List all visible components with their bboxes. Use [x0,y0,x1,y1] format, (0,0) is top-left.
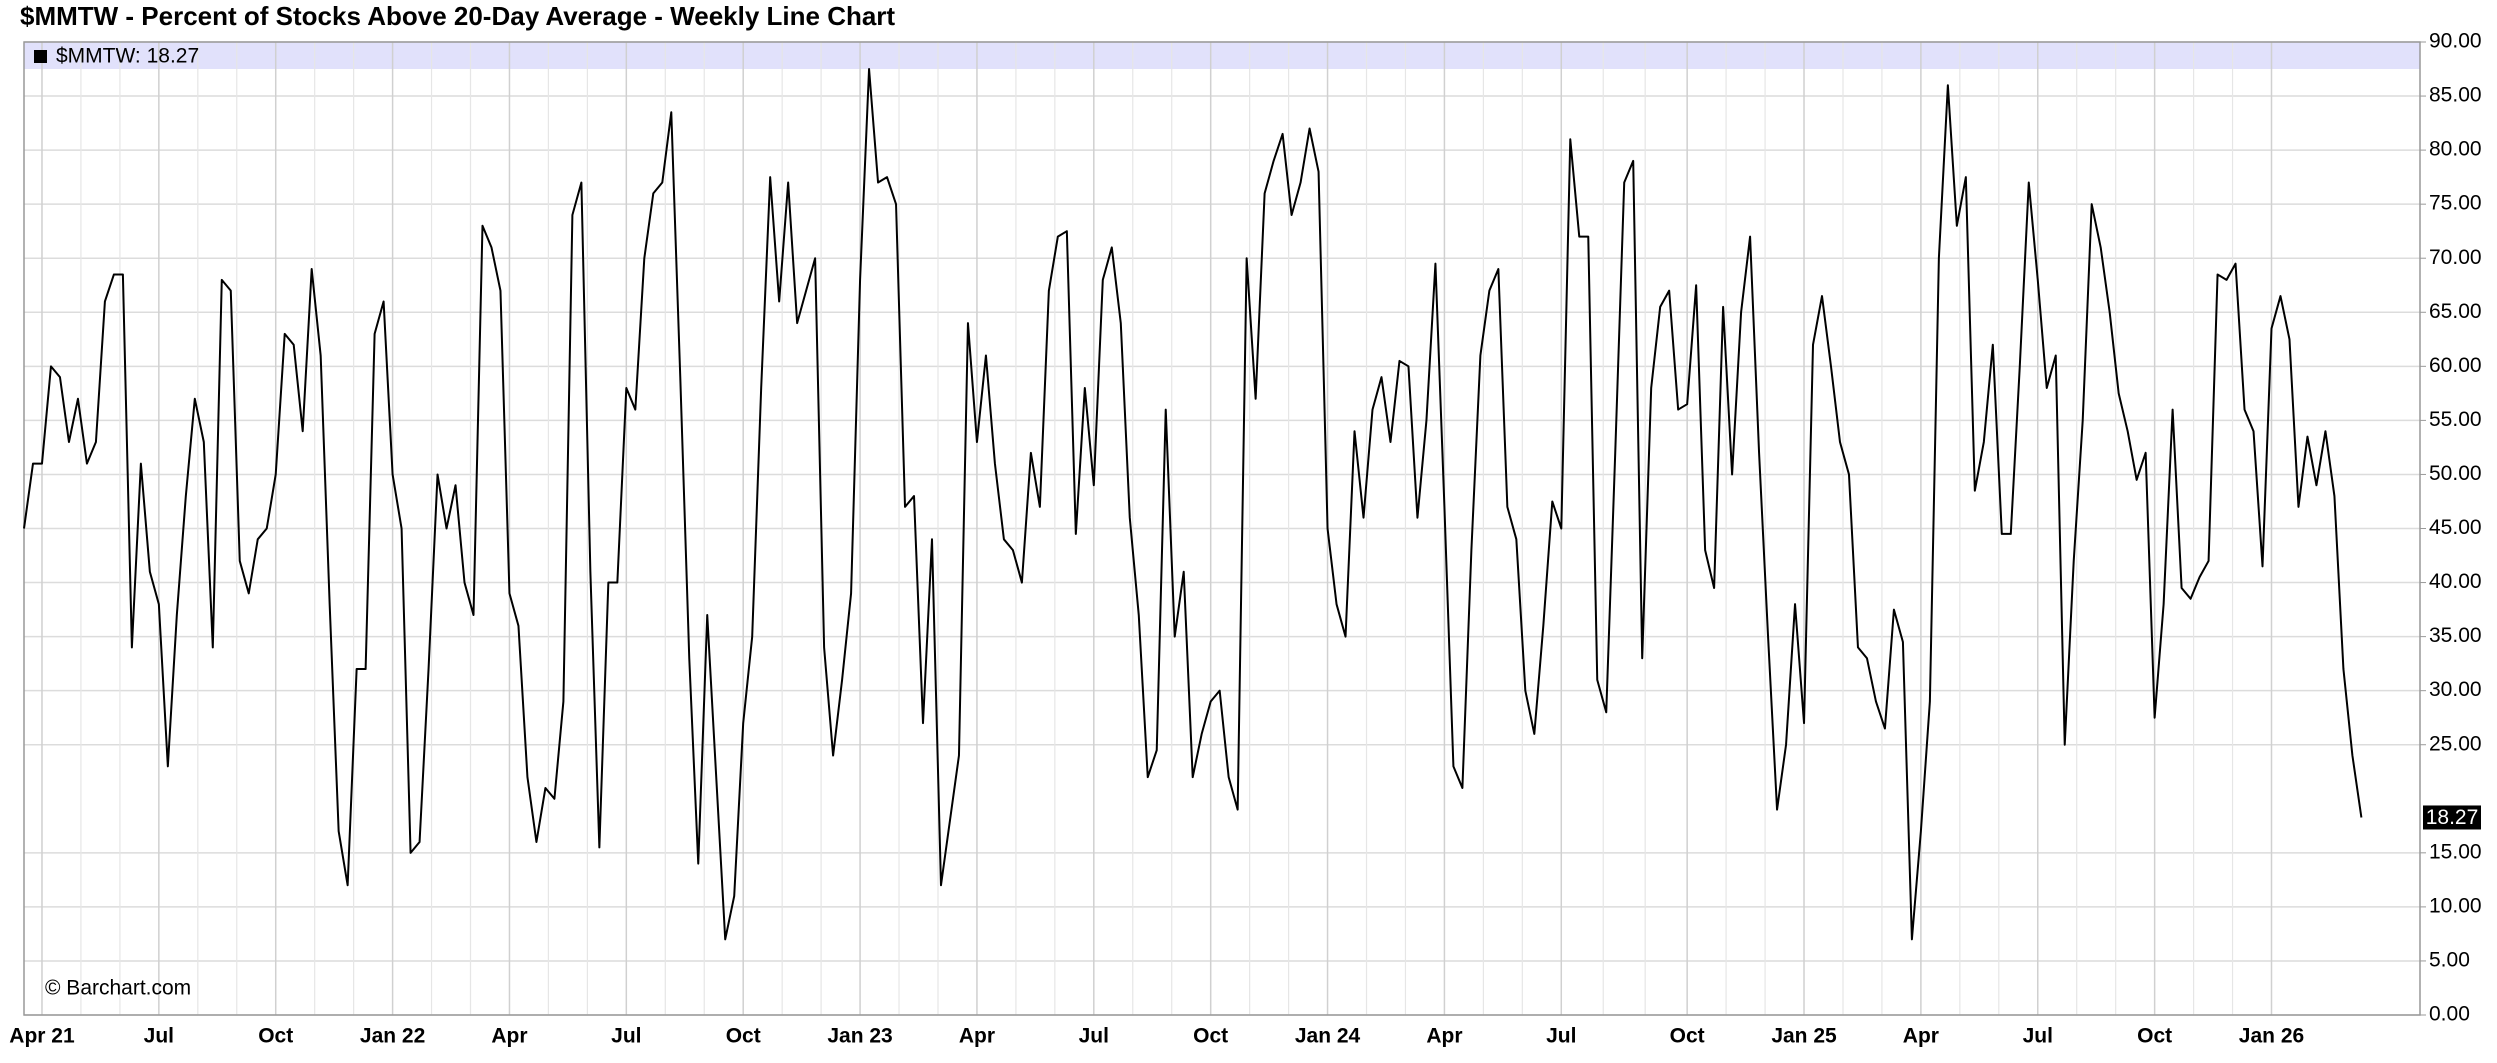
y-tick-label: 5.00 [2429,948,2470,971]
x-tick-label: Jan 25 [1771,1025,1837,1048]
y-tick-label: 75.00 [2429,192,2482,215]
y-tick-label: 30.00 [2429,678,2482,701]
legend-swatch [34,50,47,63]
x-tick-label: Jan 23 [827,1025,892,1048]
y-tick-label: 15.00 [2429,840,2482,863]
x-tick-label: Jan 26 [2239,1025,2304,1048]
legend-band [24,42,2420,69]
last-value-label: 18.27 [2426,806,2479,829]
y-tick-label: 10.00 [2429,894,2482,917]
y-tick-label: 50.00 [2429,462,2482,485]
x-tick-label: Oct [726,1025,761,1048]
y-tick-label: 90.00 [2429,30,2482,53]
x-tick-label: Oct [1193,1025,1228,1048]
x-tick-label: Apr [1426,1025,1462,1048]
x-tick-label: Apr [1903,1025,1939,1048]
y-tick-label: 0.00 [2429,1003,2470,1026]
x-tick-label: Jan 24 [1295,1025,1361,1048]
x-tick-label: Apr [491,1025,527,1048]
y-tick-label: 65.00 [2429,300,2482,323]
credit: © Barchart.com [45,977,191,1000]
x-tick-label: Jan 22 [360,1025,425,1048]
x-tick-label: Oct [2137,1025,2172,1048]
y-tick-label: 70.00 [2429,246,2482,269]
x-tick-label: Jul [1079,1025,1109,1048]
y-tick-label: 85.00 [2429,84,2482,107]
y-tick-label: 45.00 [2429,516,2482,539]
last-value-box [2423,805,2481,830]
y-tick-label: 55.00 [2429,408,2482,431]
chart-title: $MMTW - Percent of Stocks Above 20-Day A… [20,1,895,31]
x-tick-label: Oct [1670,1025,1705,1048]
x-tick-label: Jul [611,1025,641,1048]
x-tick-label: Apr 21 [9,1025,75,1048]
x-tick-label: Oct [258,1025,293,1048]
y-tick-label: 25.00 [2429,732,2482,755]
x-tick-label: Jul [1546,1025,1576,1048]
x-tick-label: Jul [144,1025,174,1048]
series-line [23,68,2363,941]
y-tick-label: 80.00 [2429,138,2482,161]
legend-text: $MMTW: 18.27 [56,45,199,68]
y-tick-label: 60.00 [2429,354,2482,377]
x-tick-label: Jul [2023,1025,2053,1048]
y-tick-label: 40.00 [2429,570,2482,593]
y-tick-label: 35.00 [2429,624,2482,647]
x-tick-label: Apr [959,1025,995,1048]
